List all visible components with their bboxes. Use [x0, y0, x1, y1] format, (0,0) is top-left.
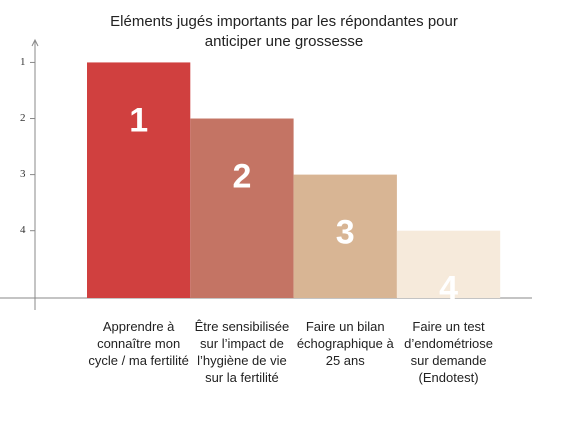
value-label: 3 [336, 214, 355, 252]
y-tick-label: 2 [20, 112, 26, 124]
y-tick-label: 1 [20, 56, 26, 68]
x-tick-label: Faire un bilan échographique à 25 ans [296, 319, 394, 368]
x-tick-label: Faire un test d’endométriose sur demande… [404, 319, 493, 385]
value-label: 2 [232, 158, 251, 196]
x-tick-label: Apprendre à connaître mon cycle / ma fer… [88, 319, 189, 368]
y-tick-label: 4 [20, 224, 26, 236]
value-label: 4 [439, 270, 458, 308]
bar [190, 118, 294, 299]
bar [293, 174, 397, 298]
axis-arrow [31, 38, 39, 47]
value-label: 1 [129, 101, 148, 139]
chart-title: Eléments jugés importants par les répond… [110, 13, 458, 50]
x-tick-label: Être sensibilisée sur l’impact de l’hygi… [194, 319, 290, 385]
bar [396, 230, 501, 298]
bar [87, 62, 191, 298]
y-tick-label: 3 [20, 168, 26, 180]
